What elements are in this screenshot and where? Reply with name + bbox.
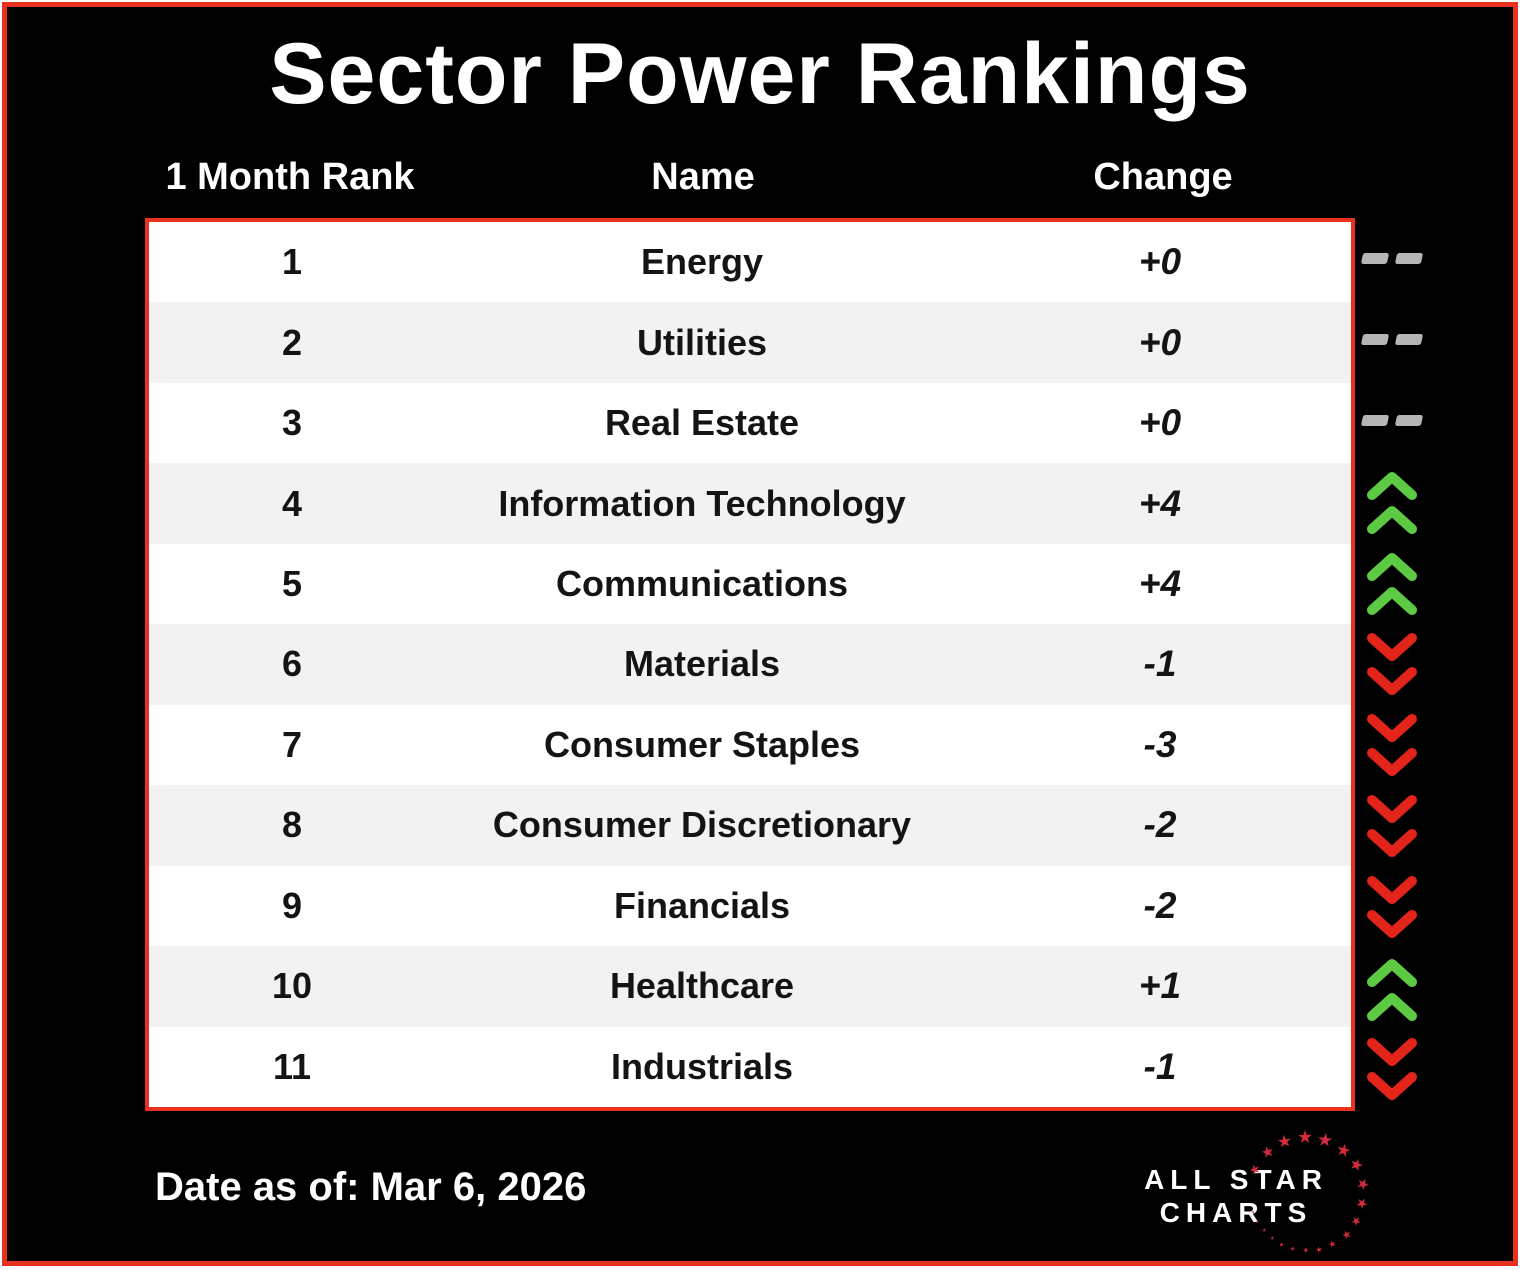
table-row: 6 Materials -1 — [149, 624, 1351, 705]
change-cell: -2 — [1143, 884, 1177, 926]
star-icon: ★ — [1313, 1243, 1325, 1255]
column-header-change: Change — [1093, 156, 1233, 198]
change-direction-indicator — [1352, 868, 1432, 949]
no-change-dashes-icon — [1360, 253, 1424, 265]
change-direction-indicator — [1352, 1030, 1432, 1111]
star-icon: ★ — [1326, 1238, 1340, 1251]
table-row: 9 Financials -2 — [149, 865, 1351, 947]
sector-name-cell: Materials — [623, 643, 781, 685]
all-star-charts-logo: ALL STAR CHARTS ★ ★ ★ ★ ★ ★ ★ ★ ★ ★ ★ ★ ★ ★ ★ ★ ★ ★ ★ ★ — [1100, 1115, 1440, 1270]
star-icon: ★ — [1288, 1245, 1296, 1253]
sector-name-cell: Financials — [613, 884, 791, 926]
rank-cell: 2 — [281, 321, 303, 363]
page-title: Sector Power Rankings — [269, 26, 1251, 122]
change-direction-indicator — [1352, 380, 1432, 461]
star-icon: ★ — [1260, 1227, 1267, 1234]
change-direction-indicator — [1352, 543, 1432, 624]
rank-cell: 5 — [281, 563, 303, 605]
change-cell: +4 — [1138, 482, 1182, 524]
double-down-arrow-icon — [1367, 1038, 1417, 1101]
rankings-table: 1 Energy +0 2 Utilities +0 3 Real Estate… — [145, 218, 1355, 1111]
rank-cell: 8 — [281, 804, 303, 846]
rank-cell: 6 — [281, 643, 303, 685]
sector-name-cell: Healthcare — [609, 965, 795, 1007]
star-icon: ★ — [1300, 1246, 1310, 1256]
change-direction-indicator — [1352, 462, 1432, 543]
logo-text-line2: CHARTS — [1159, 1197, 1313, 1228]
star-icon: ★ — [1254, 1219, 1261, 1224]
change-direction-indicator — [1352, 786, 1432, 867]
double-up-arrow-icon — [1367, 959, 1417, 1022]
logo-text-line1: ALL STAR — [1144, 1164, 1328, 1195]
rank-cell: 4 — [281, 482, 303, 524]
table-header-row: 1 Month Rank Name Change — [145, 156, 1355, 199]
logo-text: ALL STAR CHARTS — [1100, 1163, 1372, 1229]
sector-name-cell: Real Estate — [604, 402, 800, 444]
change-indicator-rail — [1352, 218, 1432, 1111]
double-down-arrow-icon — [1367, 713, 1417, 776]
table-row: 5 Communications +4 — [149, 543, 1351, 625]
rank-cell: 7 — [281, 723, 303, 765]
star-icon: ★ — [1275, 1130, 1294, 1152]
change-direction-indicator — [1352, 218, 1432, 299]
double-up-arrow-icon — [1367, 553, 1417, 616]
change-cell: -3 — [1143, 723, 1177, 765]
star-icon: ★ — [1316, 1129, 1335, 1152]
sector-name-cell: Utilities — [636, 321, 768, 363]
rank-cell: 9 — [281, 884, 303, 926]
change-cell: -1 — [1143, 1045, 1177, 1087]
change-cell: -1 — [1143, 643, 1177, 685]
table-row: 2 Utilities +0 — [149, 302, 1351, 383]
sector-name-cell: Information Technology — [498, 482, 906, 524]
sector-name-cell: Energy — [640, 241, 764, 283]
column-header-name: Name — [651, 156, 755, 198]
table-row: 1 Energy +0 — [149, 222, 1351, 303]
sector-name-cell: Consumer Staples — [543, 723, 861, 765]
change-cell: -2 — [1143, 804, 1177, 846]
double-down-arrow-icon — [1367, 632, 1417, 695]
change-cell: +0 — [1138, 321, 1182, 363]
change-cell: +4 — [1138, 563, 1182, 605]
double-down-arrow-icon — [1367, 876, 1417, 939]
no-change-dashes-icon — [1360, 334, 1424, 346]
star-icon: ★ — [1338, 1226, 1355, 1243]
star-icon: ★ — [1250, 1209, 1256, 1214]
column-header-rank: 1 Month Rank — [165, 156, 415, 198]
table-row: 8 Consumer Discretionary -2 — [149, 785, 1351, 866]
star-icon: ★ — [1296, 1126, 1314, 1148]
table-row: 11 Industrials -1 — [149, 1026, 1351, 1107]
change-direction-indicator — [1352, 949, 1432, 1030]
change-cell: +0 — [1138, 402, 1182, 444]
sector-name-cell: Communications — [555, 563, 849, 605]
sector-name-cell: Consumer Discretionary — [492, 804, 912, 846]
table-row: 7 Consumer Staples -3 — [149, 704, 1351, 786]
star-icon: ★ — [1267, 1235, 1275, 1242]
rank-cell: 10 — [271, 965, 313, 1007]
table-row: 3 Real Estate +0 — [149, 382, 1351, 464]
double-down-arrow-icon — [1367, 794, 1417, 857]
change-direction-indicator — [1352, 705, 1432, 786]
change-direction-indicator — [1352, 624, 1432, 705]
rank-cell: 3 — [281, 402, 303, 444]
change-direction-indicator — [1352, 299, 1432, 380]
rank-cell: 11 — [272, 1045, 312, 1087]
table-row: 4 Information Technology +4 — [149, 463, 1351, 544]
table-row: 10 Healthcare +1 — [149, 946, 1351, 1027]
as-of-date-label: Date as of: Mar 6, 2026 — [155, 1165, 587, 1209]
star-icon: ★ — [1333, 1139, 1354, 1163]
change-cell: +0 — [1138, 241, 1182, 283]
double-up-arrow-icon — [1367, 472, 1417, 535]
rank-cell: 1 — [281, 241, 303, 283]
star-icon: ★ — [1277, 1241, 1285, 1249]
star-icon: ★ — [1258, 1142, 1276, 1163]
no-change-dashes-icon — [1360, 415, 1424, 427]
sector-name-cell: Industrials — [610, 1045, 794, 1087]
change-cell: +1 — [1138, 965, 1182, 1007]
